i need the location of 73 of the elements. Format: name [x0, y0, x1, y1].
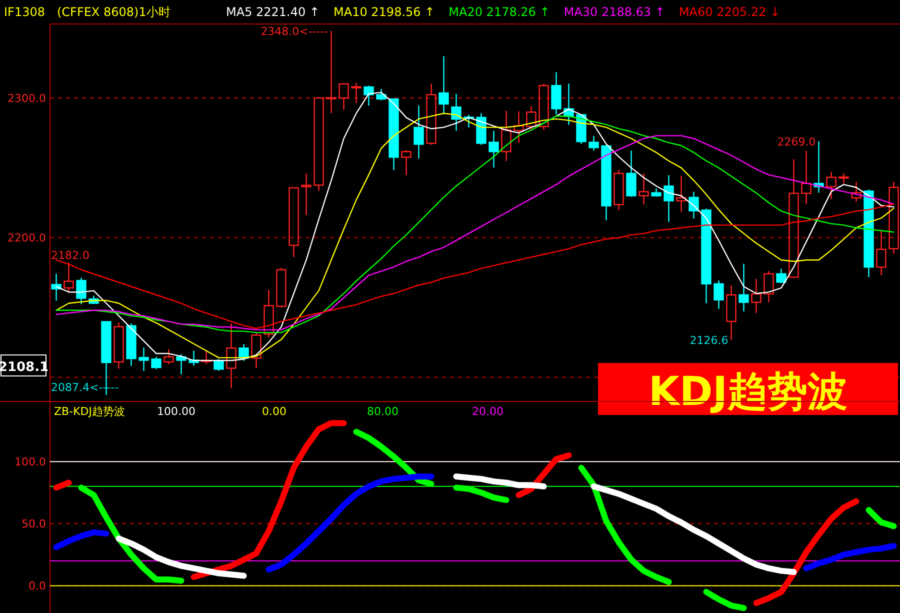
chart-title: ZB-KDJ趋势波	[54, 405, 125, 418]
candlestick	[801, 150, 812, 205]
text: MA10 2198.56 ↑	[334, 5, 435, 19]
candlestick	[414, 105, 424, 159]
text: MA5 2221.40 ↑	[226, 5, 320, 19]
chart-subtitle: (CFFEX 8608)1小时	[56, 5, 170, 19]
candlestick	[126, 322, 136, 366]
annotation: 2348.0<-----	[260, 24, 328, 38]
candlestick	[838, 172, 849, 184]
candlestick	[638, 172, 649, 206]
candlestick	[64, 262, 74, 293]
candlestick	[676, 175, 686, 212]
ref-line-label: 0.00	[262, 405, 286, 418]
y-tick-label: 100.0	[14, 456, 46, 469]
candlestick	[501, 110, 512, 162]
candlestick	[514, 110, 524, 144]
candlestick	[264, 289, 274, 338]
candlestick	[114, 322, 124, 370]
annotation: 2126.6	[690, 334, 728, 348]
candlestick	[426, 83, 436, 146]
candlestick	[726, 284, 736, 341]
candlestick	[176, 354, 186, 375]
text: MA20 2178.26 ↑	[448, 5, 550, 19]
candlestick	[664, 174, 674, 222]
candlestick	[526, 106, 536, 130]
candlestick	[251, 332, 262, 369]
candlestick	[488, 130, 499, 168]
candlestick	[588, 135, 599, 152]
y-tick-label: 0.0	[28, 580, 46, 593]
candlestick	[601, 145, 612, 221]
annotation: 2182.0	[51, 248, 90, 262]
text: MA30 2188.63 ↑	[564, 5, 665, 19]
candlestick	[701, 208, 712, 304]
candlestick	[226, 322, 236, 389]
candlestick	[826, 171, 836, 200]
candlestick	[751, 278, 762, 314]
candlestick	[888, 181, 899, 254]
candlestick	[401, 149, 412, 176]
candlestick	[864, 188, 874, 278]
candlestick	[738, 263, 749, 312]
candlestick	[714, 280, 724, 310]
candlestick	[538, 83, 549, 130]
candlestick	[764, 270, 774, 303]
y-tick-label: 50.0	[22, 518, 46, 531]
candlestick	[201, 350, 212, 365]
candlestick	[614, 169, 624, 211]
y-tick-label: 2300.0	[8, 92, 46, 106]
candlestick	[876, 230, 886, 276]
annotation: 2269.0	[777, 135, 816, 148]
candlestick	[451, 93, 462, 132]
candlestick	[788, 158, 799, 278]
candlestick	[138, 346, 149, 372]
ref-line-label: 80.00	[367, 405, 398, 418]
candlestick	[388, 98, 399, 171]
candlestick	[351, 82, 362, 104]
candlestick	[326, 30, 336, 114]
candlestick	[164, 348, 174, 365]
candlestick	[288, 187, 299, 258]
ref-line-label: 20.00	[472, 405, 504, 418]
candlestick	[338, 83, 349, 110]
ref-line-label: 100.00	[157, 405, 196, 418]
chart-title: IF1308	[4, 5, 45, 19]
candlestick	[626, 150, 636, 198]
candlestick	[364, 84, 374, 106]
y-tick-label: 2200.0	[8, 232, 46, 245]
candlestick	[476, 112, 486, 146]
text: MA60 2205.22 ↓	[678, 5, 780, 19]
candlestick	[438, 56, 449, 114]
annotation: KDJ趋势波	[648, 369, 848, 415]
candlestick	[851, 181, 862, 202]
candlestick	[551, 72, 562, 116]
candlestick	[314, 96, 324, 192]
candlestick	[301, 172, 312, 216]
